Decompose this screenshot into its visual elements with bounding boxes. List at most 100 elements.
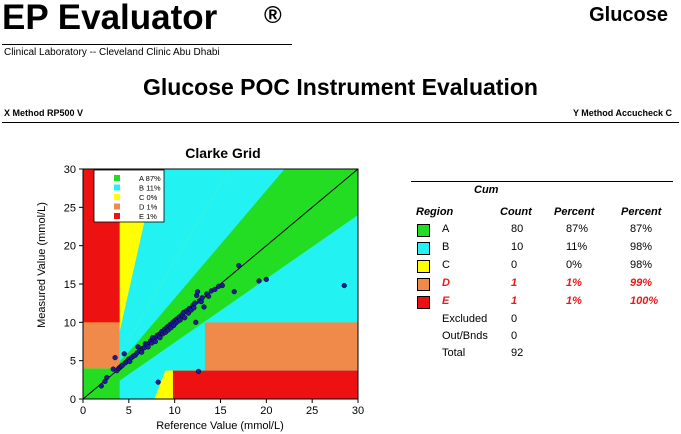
- legend-box: [93, 169, 165, 223]
- legend-swatch: [114, 194, 120, 200]
- region-percent: 0%: [566, 259, 582, 271]
- x-tick-label: 20: [260, 405, 272, 417]
- data-point: [205, 293, 212, 299]
- lab-subtitle: Clinical Laboratory -- Cleveland Clinic …: [4, 47, 220, 58]
- region-count: 1: [511, 277, 518, 289]
- x-method-label: X Method RP500 V: [4, 108, 84, 118]
- header-cum-1: Cum: [474, 184, 499, 196]
- data-point: [182, 315, 188, 321]
- legend-label: C 0%: [139, 193, 158, 202]
- data-point: [155, 379, 161, 385]
- data-point: [192, 300, 198, 306]
- chart-legend: A 87%B 11%C 0%D 1%E 1%: [93, 169, 165, 223]
- region-cum-percent: 98%: [630, 259, 653, 271]
- chart-title: Clarke Grid: [185, 145, 260, 161]
- legend-swatch: [114, 203, 120, 210]
- data-point: [191, 305, 197, 311]
- region-e-right: [172, 370, 358, 399]
- data-point: [145, 344, 151, 350]
- data-point: [231, 289, 237, 295]
- legend-swatch: [114, 184, 120, 191]
- x-axis-label: Reference Value (mmol/L): [156, 420, 284, 432]
- header-cum-2: Percent: [621, 206, 662, 218]
- region-swatch-a: [417, 224, 430, 237]
- y-method-label: Y Method Accucheck C: [572, 108, 672, 118]
- data-point: [152, 338, 159, 345]
- legend-label: E 1%: [139, 212, 157, 221]
- x-tick-label: 10: [169, 405, 181, 417]
- data-point: [104, 374, 110, 381]
- legend-swatch: [114, 213, 120, 219]
- data-point: [263, 276, 269, 283]
- table-divider: [411, 181, 673, 182]
- x-tick-label: 0: [80, 405, 86, 417]
- summary-label: Total: [442, 347, 466, 359]
- analyte-label: Glucose: [589, 4, 668, 26]
- region-percent: 87%: [566, 223, 589, 235]
- header-region: Region: [416, 206, 454, 218]
- summary-label: Excluded: [442, 313, 488, 325]
- region-swatch-b: [417, 242, 430, 255]
- app-title: EP Evaluator: [2, 0, 217, 38]
- registered-mark: ®: [264, 2, 282, 29]
- region-d-right: [204, 322, 358, 371]
- y-tick-label: 15: [64, 279, 76, 291]
- region-percent: 1%: [566, 277, 582, 289]
- data-point: [177, 317, 183, 323]
- report-title: Glucose POC Instrument Evaluation: [143, 74, 538, 100]
- data-point: [256, 278, 262, 284]
- y-tick-label: 30: [64, 164, 76, 176]
- data-point: [219, 282, 225, 289]
- legend-label: D 1%: [139, 203, 158, 212]
- app-name: EP Evaluator: [2, 0, 218, 37]
- data-point: [194, 289, 201, 295]
- data-point: [193, 319, 199, 325]
- region-count: 80: [511, 223, 524, 235]
- region-swatch-c: [417, 260, 430, 273]
- region-cum-percent: 98%: [630, 241, 653, 253]
- title-divider: [2, 44, 292, 45]
- region-name: D: [442, 277, 450, 289]
- data-point: [112, 355, 118, 361]
- region-percent: 1%: [566, 295, 582, 307]
- data-point: [98, 383, 104, 389]
- region-d-left: [83, 322, 120, 369]
- region-swatch-e: [417, 296, 430, 309]
- x-tick-label: 25: [306, 405, 318, 417]
- summary-value: 0: [511, 313, 518, 325]
- data-point: [199, 295, 205, 301]
- region-a-diag: [119, 169, 359, 381]
- region-count: 0: [511, 259, 518, 271]
- region-name: E: [442, 295, 450, 307]
- data-points: [98, 263, 347, 389]
- legend-swatch: [114, 175, 120, 181]
- region-name: B: [442, 241, 450, 253]
- region-count: 1: [511, 295, 518, 307]
- data-point: [121, 351, 127, 357]
- data-point: [212, 286, 218, 292]
- region-cum-percent: 100%: [630, 295, 659, 307]
- y-tick-label: 0: [70, 394, 76, 406]
- x-tick-label: 15: [214, 405, 226, 417]
- header-count: Count: [500, 206, 532, 218]
- region-name: A: [442, 223, 450, 235]
- data-point: [195, 368, 202, 375]
- summary-label: Out/Bnds: [442, 330, 488, 342]
- region-name: C: [442, 259, 450, 271]
- region-count: 10: [511, 241, 524, 253]
- x-tick-label: 30: [352, 405, 364, 417]
- summary-value: 0: [511, 330, 518, 342]
- chart-axes: 0 5 10 15 20 25 30 0 5 10 15 20 25 30: [64, 164, 364, 417]
- y-tick-label: 20: [64, 241, 76, 253]
- summary-value: 92: [511, 347, 524, 359]
- y-tick-label: 10: [64, 317, 76, 329]
- header-divider: [2, 122, 679, 123]
- header-percent: Percent: [554, 206, 595, 218]
- legend-label: B 11%: [139, 184, 161, 193]
- region-swatch-d: [417, 278, 430, 291]
- region-cum-percent: 87%: [630, 223, 653, 235]
- data-point: [236, 263, 242, 269]
- clarke-grid-chart: Clarke Grid 0 5 10 15 20 25 30 0 5 10 15 20 25 30 A 8…: [36, 145, 364, 432]
- legend-label: A 87%: [139, 174, 161, 183]
- region-cum-percent: 99%: [630, 277, 653, 289]
